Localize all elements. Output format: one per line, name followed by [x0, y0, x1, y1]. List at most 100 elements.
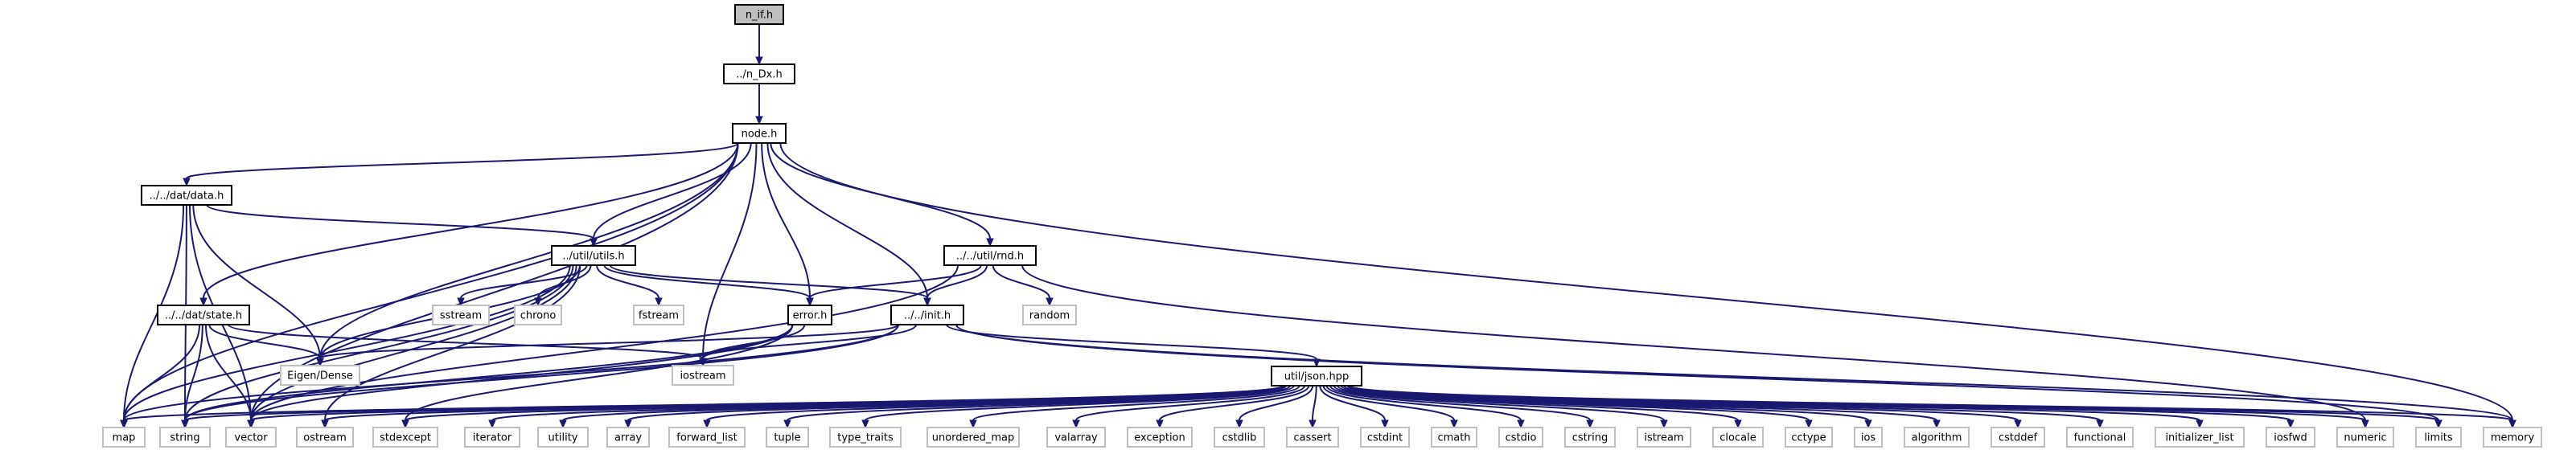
node-layer: n_if.h ../n_Dx.h node.h ../../dat/data.h ../…: [102, 4, 2542, 448]
arrowhead-node-to-data: [183, 178, 191, 187]
edge-node-to-error: [761, 142, 811, 299]
arrowhead-json-to-cstdint: [1381, 419, 1389, 429]
node-label: cstdlib: [1222, 432, 1257, 444]
node-box: [1431, 427, 1477, 448]
edge-json-to-ios: [1343, 385, 1869, 421]
node-label: ../n_Dx.h: [736, 69, 782, 81]
node-label: iostream: [680, 370, 725, 382]
edge-json-to-tuple: [787, 385, 1292, 421]
node-box: [732, 123, 787, 144]
arrowhead-json-to-iterator: [488, 419, 496, 429]
node-array: array: [606, 427, 650, 448]
node-box: [668, 427, 746, 448]
node-box: [1022, 305, 1077, 325]
node-rnd[interactable]: ../../util/rnd.h: [943, 245, 1037, 266]
edge-node-to-state: [203, 142, 739, 299]
edge-json-to-forward_list: [706, 385, 1288, 421]
node-init[interactable]: ../../init.h: [890, 305, 964, 325]
node-box: [159, 427, 211, 448]
arrowhead-json-to-cassert: [1309, 419, 1317, 429]
node-error[interactable]: error.h: [787, 305, 832, 325]
node-clocale: clocale: [1712, 427, 1764, 448]
node-label: ../util/utils.h: [562, 251, 624, 263]
node-box: [514, 305, 562, 325]
node-node[interactable]: node.h: [732, 123, 787, 144]
node-chrono: chrono: [514, 305, 562, 325]
node-box: [1127, 427, 1193, 448]
edge-state-to-iostream: [228, 324, 704, 359]
node-label: vector: [234, 432, 268, 444]
arrowhead-utils-to-sstream: [457, 297, 465, 307]
arrowhead-rnd-to-random: [1046, 297, 1054, 307]
node-box: [766, 427, 809, 448]
node-label: sstream: [440, 310, 482, 322]
node-stdexcept: stdexcept: [372, 427, 438, 448]
edge-json-to-cassert: [1312, 385, 1317, 421]
node-n-if[interactable]: n_if.h: [734, 4, 784, 25]
edge-utils-to-map: [123, 264, 571, 421]
node-state[interactable]: ../../dat/state.h: [157, 305, 250, 325]
node-box: [943, 245, 1037, 266]
arrowhead-node-to-rnd: [986, 238, 994, 248]
node-box: [1637, 427, 1691, 448]
node-label: node.h: [742, 129, 778, 141]
edge-json-to-clocale: [1337, 385, 1739, 421]
edge-node-to-utils: [593, 142, 752, 239]
node-utility: utility: [537, 427, 589, 448]
arrowhead-json-to-cstdio: [1517, 419, 1525, 429]
node-label: random: [1029, 310, 1070, 322]
edge-error-to-stdexcept: [405, 324, 794, 421]
node-box: [102, 427, 146, 448]
node-box: [1360, 427, 1410, 448]
node-vector: vector: [225, 427, 277, 448]
node-json[interactable]: util/json.hpp: [1271, 366, 1362, 387]
node-dx[interactable]: ../n_Dx.h: [723, 63, 795, 84]
node-utils[interactable]: ../util/utils.h: [551, 245, 636, 266]
node-label: fstream: [639, 310, 679, 322]
edge-node-to-iostream: [702, 142, 758, 359]
node-box: [2066, 427, 2134, 448]
node-label: stdexcept: [380, 432, 431, 444]
edge-json-to-cctype: [1340, 385, 1810, 421]
node-cstdlib: cstdlib: [1214, 427, 1265, 448]
node-label: tuple: [774, 432, 800, 444]
edge-layer: [120, 24, 2516, 429]
node-label: chrono: [520, 310, 557, 322]
node-box: [890, 305, 964, 325]
node-data[interactable]: ../../dat/data.h: [141, 185, 232, 206]
arrowhead-json-to-exception: [1156, 419, 1164, 429]
node-label: memory: [2491, 432, 2535, 444]
node-box: [734, 4, 784, 25]
node-box: [633, 305, 684, 325]
node-label: ios: [1861, 432, 1876, 444]
node-box: [551, 245, 636, 266]
edge-init-to-iostream: [702, 324, 918, 359]
edge-init-to-map: [123, 324, 899, 421]
node-label: cctype: [1791, 432, 1826, 444]
edge-init-to-json: [946, 324, 1317, 360]
node-cstdio: cstdio: [1498, 427, 1543, 448]
arrowhead-data-to-utils: [590, 238, 598, 248]
node-string: string: [159, 427, 211, 448]
node-forward-list: forward_list: [668, 427, 746, 448]
node-box: [1564, 427, 1616, 448]
node-label: clocale: [1719, 432, 1756, 444]
edge-state-to-eigen: [208, 324, 321, 359]
node-box: [157, 305, 250, 325]
arrowhead-json-to-utility: [559, 419, 567, 429]
node-cstddef: cstddef: [1991, 427, 2045, 448]
node-label: ../../dat/state.h: [165, 310, 242, 322]
edge-data-to-utils: [206, 204, 594, 239]
node-box: [141, 185, 232, 206]
arrowhead-utils-to-fstream: [655, 297, 663, 307]
edge-error-to-string: [184, 324, 794, 421]
node-label: ../../init.h: [904, 310, 951, 322]
node-cstring: cstring: [1564, 427, 1616, 448]
node-box: [296, 427, 354, 448]
node-label: map: [113, 432, 136, 444]
edge-utils-to-sstream: [460, 264, 588, 299]
edge-json-to-istream: [1333, 385, 1665, 421]
node-label: cassert: [1293, 432, 1331, 444]
edge-json-to-cmath: [1322, 385, 1455, 421]
node-box: [225, 427, 277, 448]
